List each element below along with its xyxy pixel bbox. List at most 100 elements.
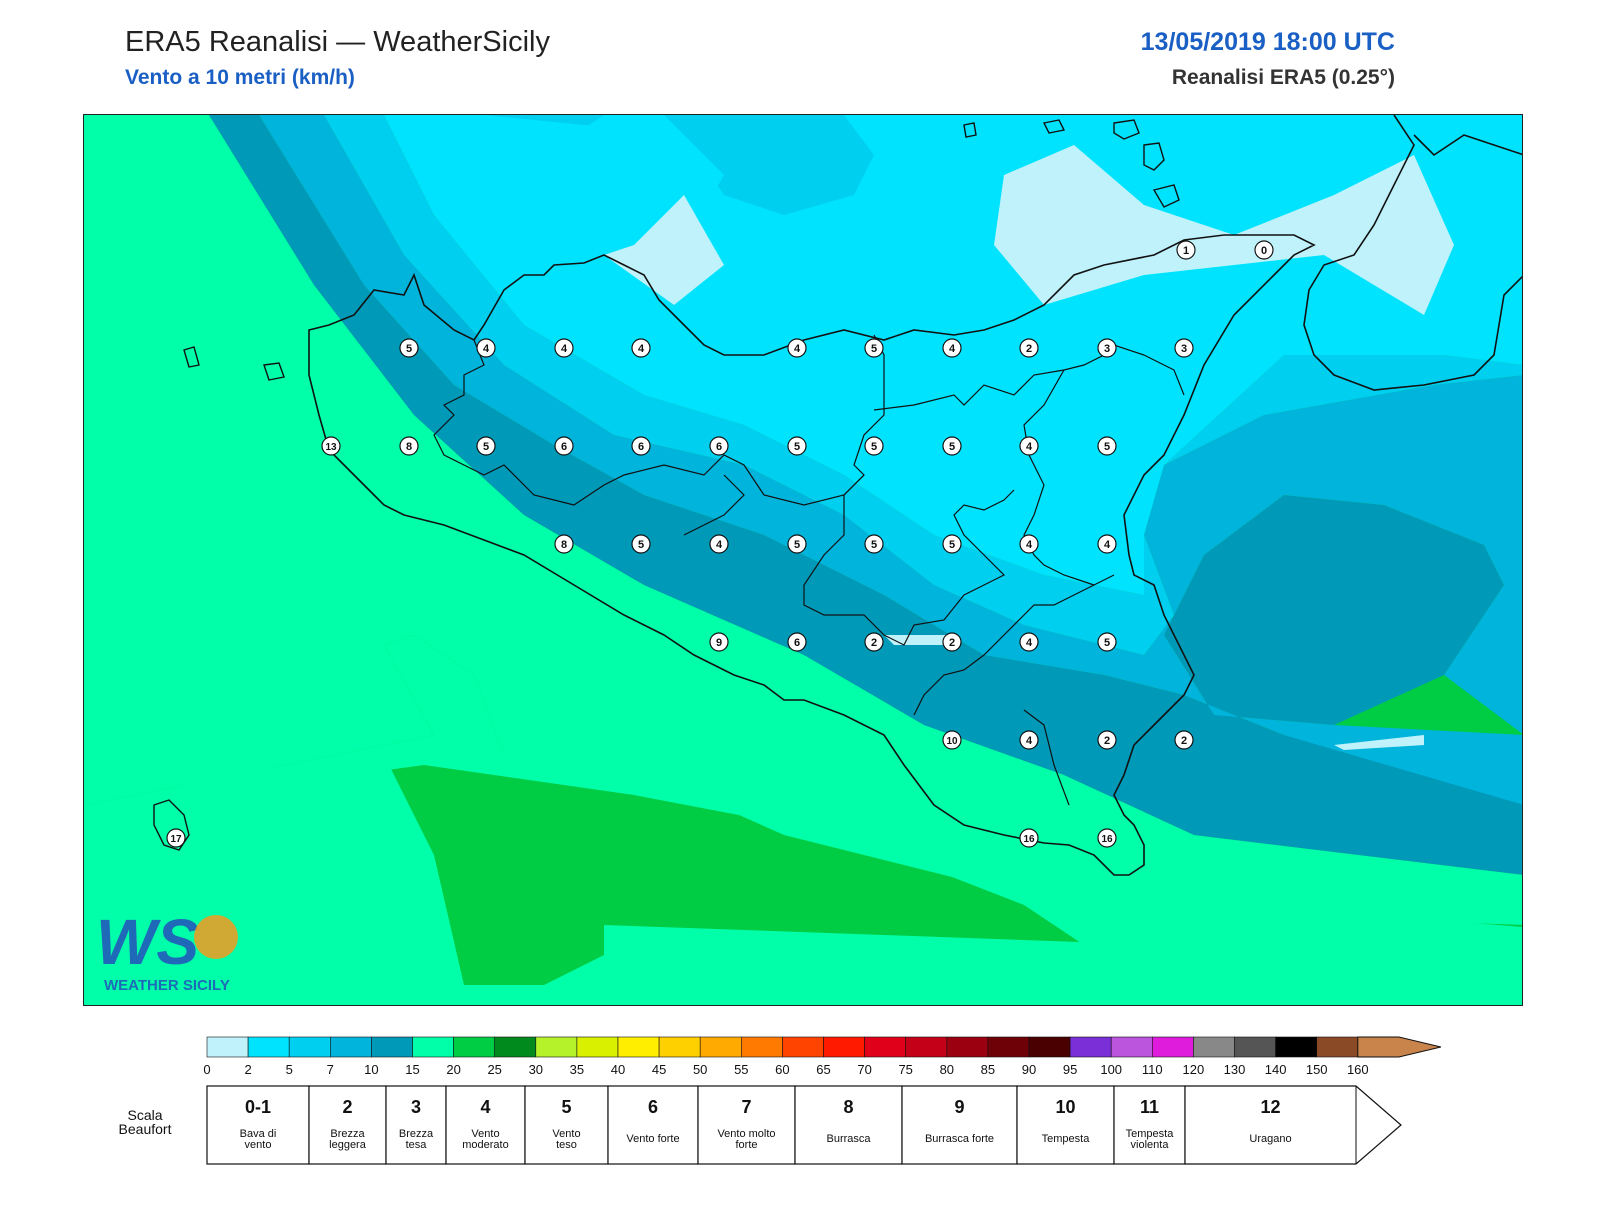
wind-point-marker [554,534,574,554]
colorbar-tick-label: 35 [570,1062,584,1077]
wind-map: 1 0 5 4 4 4 4 5 4 2 3 3 13 8 5 6 6 6 5 5 5 4 5 8 5 4 5 5 5 4 4 9 6 2 2 4 5 10… [83,114,1523,1006]
wind-point-marker [942,436,962,456]
logo-name: WEATHER SICILY [104,977,230,994]
wind-speed-point: 10 [942,730,962,750]
legend-area: 0 2 5 7 10 15 20 25 30 35 40 45 50 55 60 65 70 75 80 85 90 95… [0,1030,1600,1200]
colorbar-swatch [247,1036,290,1058]
wind-speed-point: 5 [787,534,807,554]
beaufort-class-box [385,1085,447,1165]
wind-point-value: 4 [1104,539,1111,551]
wind-point-marker [942,632,962,652]
wind-band-2-5-north [544,115,724,305]
colorbar-tick-label: 10 [364,1062,378,1077]
colorbar-swatch [1028,1036,1071,1058]
wind-speed-point: 6 [631,436,651,456]
wind-point-value: 5 [794,441,800,453]
wind-point-marker [787,436,807,456]
beaufort-description: Tempesta [1042,1133,1091,1145]
wind-point-marker [709,632,729,652]
colorbar-tick-label: 25 [487,1062,501,1077]
wind-point-marker [1097,828,1117,848]
colorbar-tick-label: 45 [652,1062,666,1077]
wind-speed-point: 2 [1097,730,1117,750]
wind-band-7-10-east [1144,375,1522,734]
colorbar-tick-label: 20 [446,1062,460,1077]
wind-speed-point: 4 [1019,730,1039,750]
wind-point-marker [1097,632,1117,652]
province-boundary-rg-sr [1023,709,1070,806]
wind-band-5-7-north [484,115,874,215]
colorbar-swatch [1193,1036,1235,1058]
wind-point-marker [166,828,186,848]
wind-speed-point: 3 [1174,338,1194,358]
wind-speed-points: 1 05 4 4 4 4 5 4 2 3 313 8 5 6 6 6 5 5 5 4 58 5 4 5 5 5 4 49 6 2 2 4 510… [166,240,1274,848]
wind-speed-point: 4 [787,338,807,358]
wind-point-marker [476,338,496,358]
wind-speed-point: 6 [554,436,574,456]
province-boundary-tp-pa [433,339,575,506]
colorbar-swatch [1234,1036,1276,1058]
wind-point-value: 5 [1104,637,1110,649]
colorbar-tick-label: 150 [1306,1062,1328,1077]
wind-point-marker [787,338,807,358]
wind-point-value: 5 [871,441,877,453]
wind-point-value: 5 [1104,441,1110,453]
beaufort-class: 8 Burrasca [794,1085,903,1165]
colorbar-tick-label: 75 [898,1062,912,1077]
legend-canvas: 0 2 5 7 10 15 20 25 30 35 40 45 50 55 60 65 70 75 80 85 90 95… [119,1036,1442,1165]
wind-point-marker [554,436,574,456]
logo-sun-icon [194,915,238,959]
wind-point-marker [554,338,574,358]
wind-speed-point: 4 [709,534,729,554]
colorbar-tick-label: 40 [611,1062,625,1077]
colorbar-swatch [658,1036,701,1058]
colorbar-tick-label: 130 [1224,1062,1246,1077]
colorbar-tick-label: 90 [1022,1062,1036,1077]
colorbar-tick-label: 80 [940,1062,954,1077]
wind-speed-point: 2 [1174,730,1194,750]
wind-speed-point: 5 [787,436,807,456]
colorbar-tick-label: 100 [1100,1062,1122,1077]
wind-point-value: 5 [949,539,955,551]
wind-band-0-2-southeast [1334,735,1424,750]
wind-point-marker [1176,240,1196,260]
province-boundary-pa-ag [573,334,885,506]
wind-speed-point: 4 [631,338,651,358]
beaufort-description: Bava di [240,1128,277,1140]
colorbar-swatch [1110,1036,1153,1058]
valid-datetime: 13/05/2019 18:00 UTC [1140,28,1395,56]
wind-point-marker [1254,240,1274,260]
beaufort-class-box [794,1085,903,1165]
colorbar-tick-label: 140 [1265,1062,1287,1077]
colorbar-swatch [453,1036,496,1058]
wind-point-value: 13 [325,442,337,453]
wind-point-marker [787,632,807,652]
wind-point-value: 16 [1023,834,1035,845]
beaufort-description: violenta [1131,1139,1170,1151]
colorbar-swatch [864,1036,906,1058]
wind-point-marker [1019,632,1039,652]
colorbar-swatch [617,1036,660,1058]
colorbar-swatch [494,1036,537,1058]
wind-speed-point: 5 [1097,632,1117,652]
beaufort-description: forte [735,1139,757,1151]
beaufort-title: Scala [127,1107,162,1123]
province-boundary-cl-en [803,474,1015,646]
beaufort-class-box [1016,1085,1115,1165]
colorbar-tick-label: 50 [693,1062,707,1077]
wind-point-marker [321,436,341,456]
wind-speed-point: 4 [476,338,496,358]
beaufort-description: teso [556,1139,577,1151]
wind-point-value: 5 [949,441,955,453]
colorbar-tick-label: 85 [981,1062,995,1077]
wind-point-value: 5 [406,343,412,355]
wind-point-value: 6 [794,637,800,649]
colorbar-swatch [905,1036,948,1058]
wind-point-value: 5 [638,539,644,551]
colorbar-tick-label: 160 [1347,1062,1369,1077]
wind-point-value: 6 [561,441,567,453]
beaufort-class: 10 Tempesta [1016,1085,1115,1165]
wind-point-marker [631,436,651,456]
